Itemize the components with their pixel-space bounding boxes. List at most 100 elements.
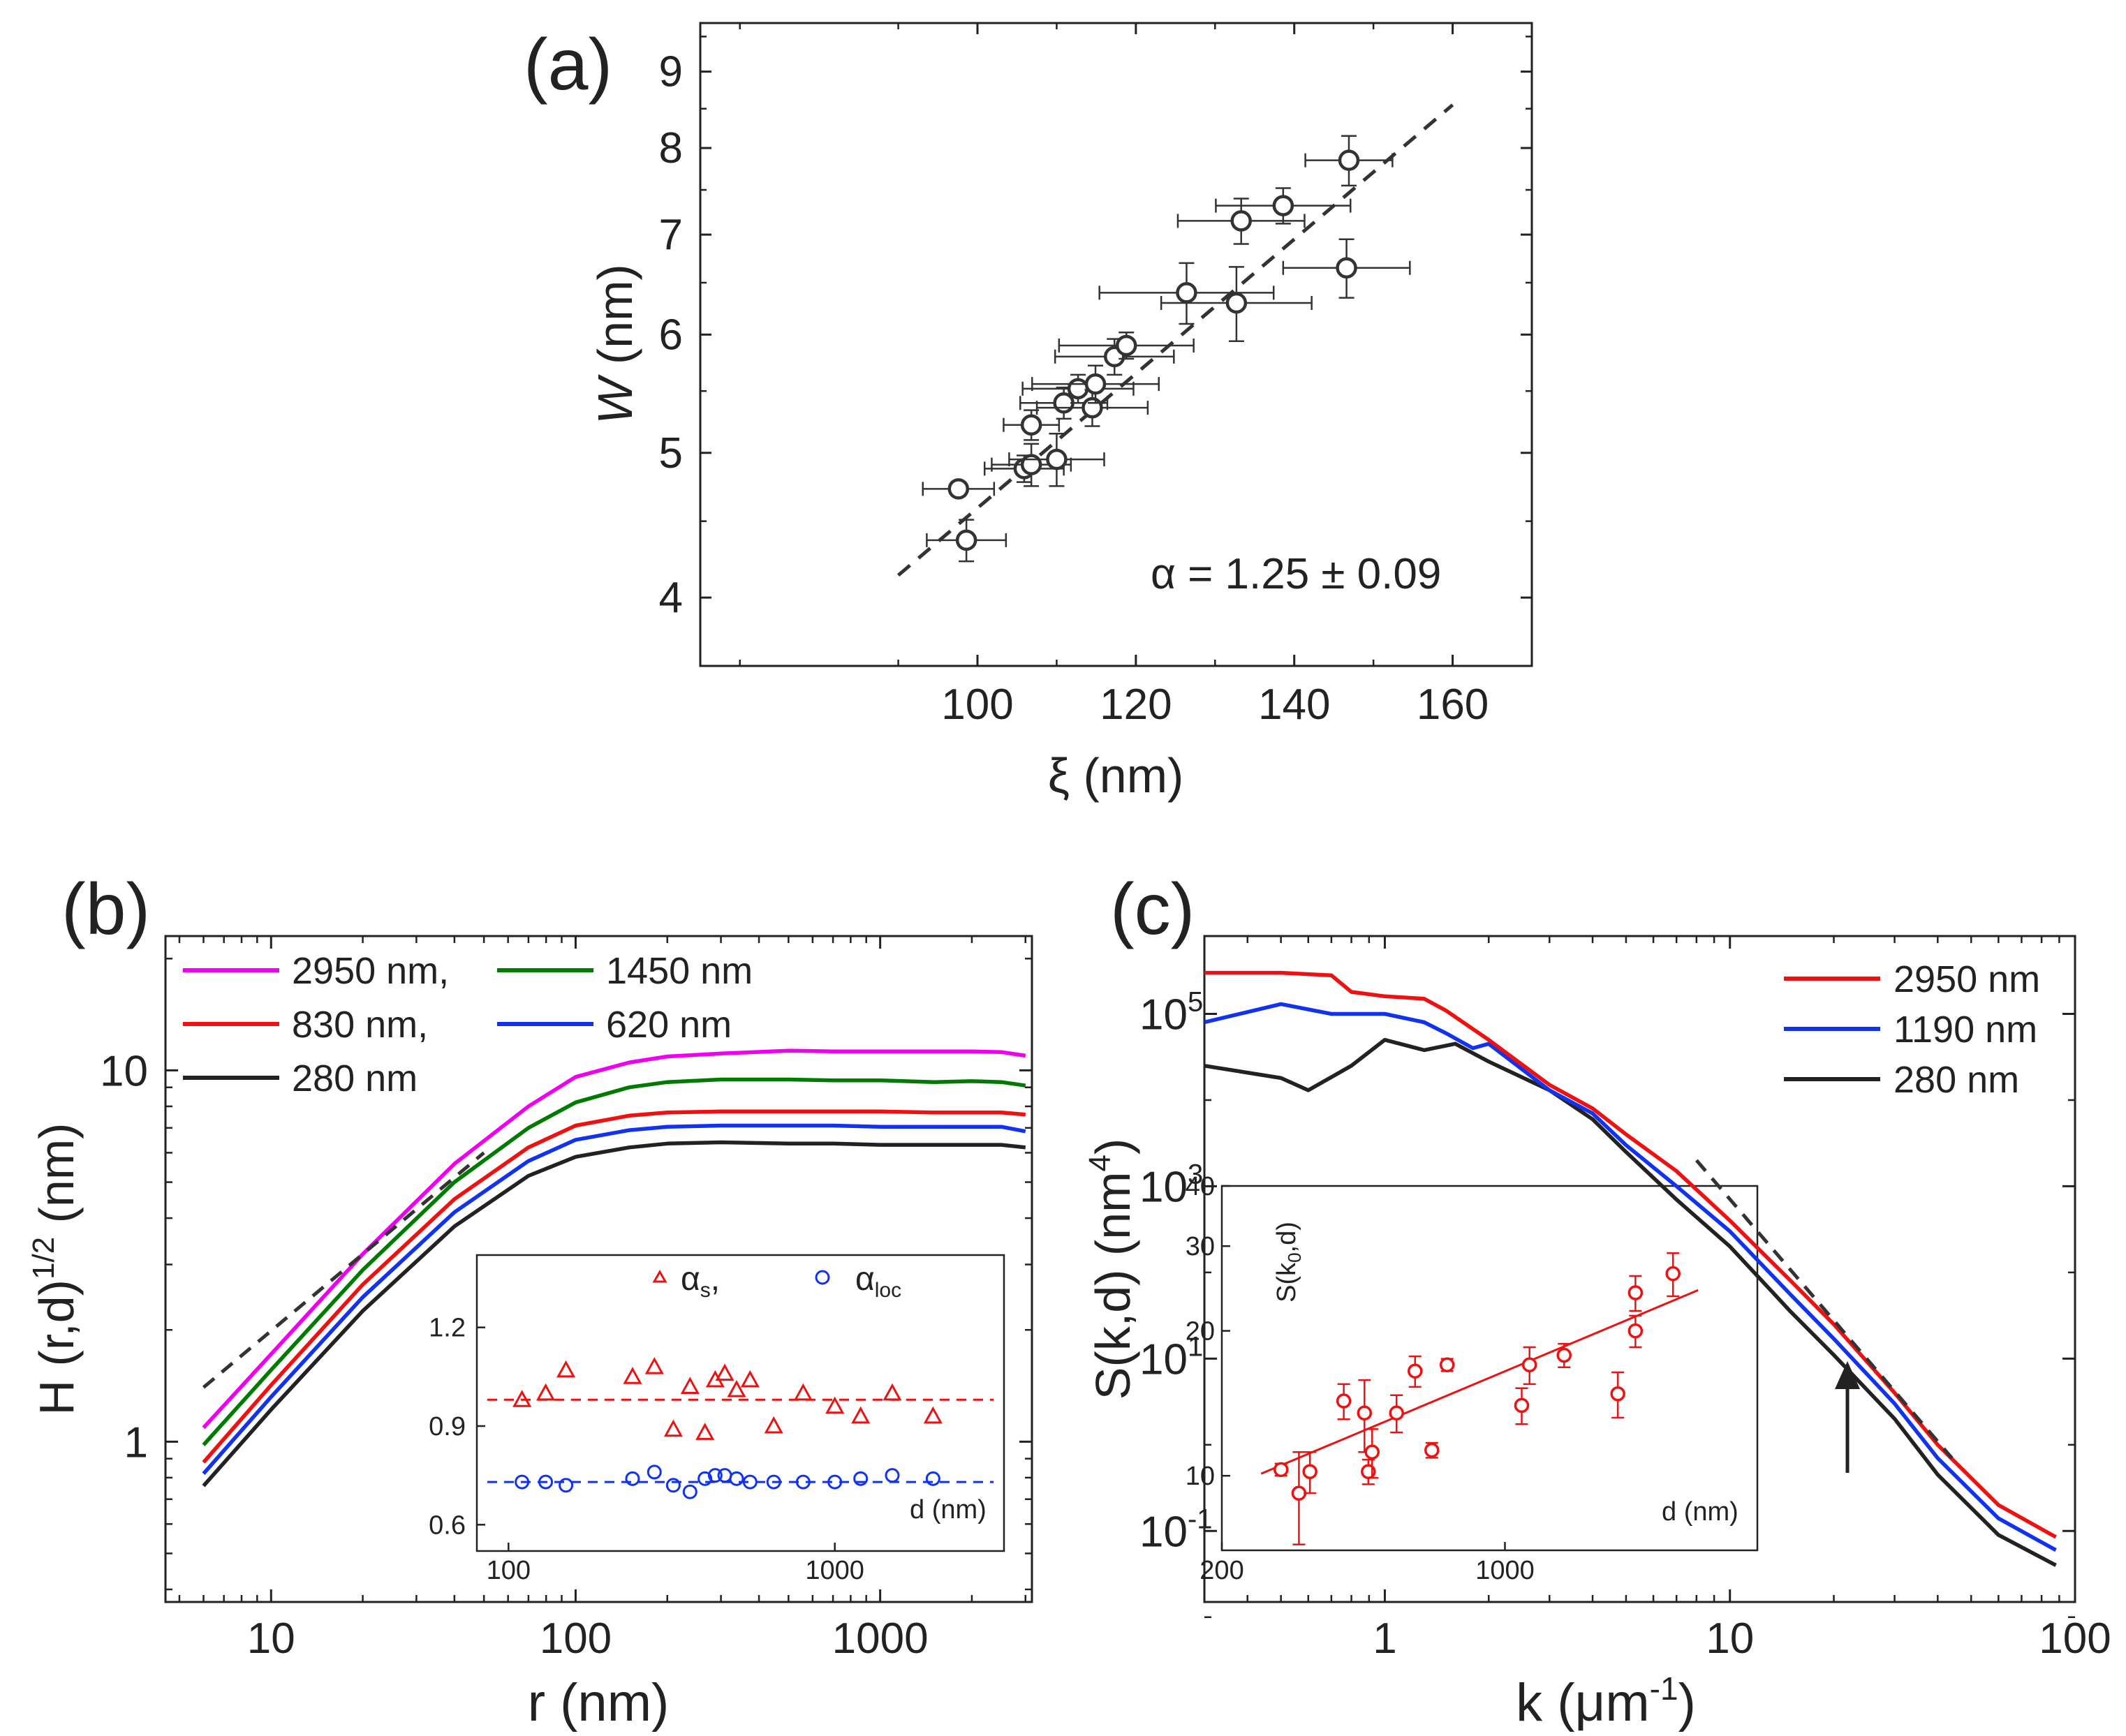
panel-a-frame — [699, 22, 1533, 667]
data-marker — [1053, 392, 1075, 414]
legend-label-280: 280 nm — [1894, 1059, 2019, 1101]
panel-a-points — [922, 135, 1411, 563]
circle-marker — [697, 1471, 713, 1486]
y-tick-label: 6 — [659, 311, 683, 359]
circle-marker — [665, 1478, 681, 1493]
svg-text:S(k0,d): S(k0,d) — [1272, 1222, 1305, 1303]
triangle-marker — [556, 1360, 576, 1378]
panel-a-label: (a) — [524, 24, 612, 105]
triangle-marker — [512, 1390, 532, 1407]
inset-marker — [1357, 1405, 1373, 1421]
series-line — [1204, 1002, 2057, 1552]
circle-marker — [647, 1464, 662, 1480]
y-tick-label: 10 — [100, 1047, 148, 1095]
data-point — [1215, 187, 1352, 225]
panel-c-y-ticks: 105 103 101 10-1 — [1139, 986, 2075, 1618]
panel-c-inset-data — [1260, 1252, 1699, 1545]
x-tick-label: 160 — [1417, 681, 1489, 729]
panel-b: (b) 10 100 1000 1 10 r (nm) H (r,d)1/2 (nm)… — [27, 869, 1033, 1733]
panel-b-inset-frame — [475, 1254, 1005, 1552]
circle-marker — [729, 1471, 744, 1486]
panel-c-inset-x-label: d (nm) — [1662, 1497, 1739, 1527]
circle-marker — [885, 1468, 900, 1483]
inset-legend-alpha-s: αs, — [681, 1261, 720, 1302]
inset-data-point — [1610, 1371, 1625, 1419]
panel-c-x-label: k (μm-1) — [1516, 1670, 1696, 1733]
panel-c-y-label: S(k,d) (nm4) — [1083, 1138, 1140, 1400]
y-tick-label: 7 — [659, 211, 683, 259]
inset-marker — [1408, 1363, 1423, 1379]
panel-c-curves — [1204, 970, 2057, 1567]
inset-marker — [1665, 1266, 1681, 1282]
triangle-marker — [663, 1419, 683, 1437]
circle-marker — [766, 1474, 781, 1490]
series-line — [202, 1109, 1026, 1464]
y-tick-label: 10-1 — [1139, 1504, 1213, 1556]
panel-b-legend: 2950 nm, 1450 nm 830 nm, 620 nm 280 nm — [183, 950, 753, 1099]
legend-label-830: 830 nm, — [292, 1004, 428, 1046]
circle-marker — [795, 1474, 811, 1490]
x-tick-label: 10 — [247, 1615, 295, 1663]
legend-label-2950: 2950 nm, — [292, 950, 449, 992]
circle-marker — [682, 1484, 697, 1499]
data-point — [1021, 373, 1135, 404]
data-marker — [955, 529, 977, 551]
inset-marker — [1627, 1323, 1644, 1339]
inset-marker — [1514, 1397, 1530, 1414]
triangle-marker — [695, 1423, 715, 1440]
panel-b-y-label: H (r,d)1/2 (nm) — [27, 1123, 84, 1416]
circle-marker — [827, 1474, 843, 1490]
panel-b-inset-ticks: 100 1000 0.6 0.9 1.2 — [429, 1314, 864, 1585]
inset-data-point — [1514, 1387, 1530, 1425]
panel-b-inset: 100 1000 0.6 0.9 1.2 d (nm) αs, αloc — [429, 1254, 1005, 1585]
triangle-marker — [536, 1383, 556, 1401]
panel-b-inset-x-label: d (nm) — [910, 1495, 987, 1524]
reference-dashed-line — [202, 1151, 485, 1389]
panel-c-label: (c) — [1110, 869, 1195, 950]
data-marker — [947, 478, 970, 500]
x-tick-label: 1 — [1373, 1615, 1396, 1663]
panel-b-x-label: r (nm) — [528, 1673, 670, 1733]
inset-marker — [1302, 1464, 1317, 1479]
inset-marker — [1610, 1386, 1625, 1402]
panel-a-y-label: W (nm) — [588, 264, 642, 424]
triangle-marker — [825, 1396, 845, 1414]
inset-data-point — [1424, 1441, 1440, 1459]
triangle-marker — [680, 1377, 700, 1394]
inset-legend-alpha-loc: αloc — [855, 1261, 901, 1302]
data-point — [1098, 262, 1275, 325]
inset-marker — [1556, 1347, 1572, 1363]
series-line — [202, 1077, 1026, 1446]
svg-text:H (r,d)1/2 (nm): H (r,d)1/2 (nm) — [27, 1123, 84, 1416]
panel-b-x-ticks: 10 100 1000 — [178, 936, 1027, 1663]
circle-marker — [538, 1474, 554, 1490]
y-tick-label: 8 — [659, 124, 683, 172]
legend-label-620: 620 nm — [606, 1004, 732, 1046]
reference-dashed-line — [1695, 1159, 1954, 1460]
inset-data-point — [1274, 1462, 1289, 1478]
triangle-marker — [727, 1380, 746, 1397]
data-point — [1304, 135, 1394, 187]
data-point — [922, 478, 996, 500]
triangle-marker — [740, 1370, 760, 1388]
data-marker — [1272, 195, 1294, 216]
panel-b-reference-line — [202, 1151, 485, 1389]
panel-b-inset-legend: αs, αloc — [652, 1261, 901, 1302]
data-marker — [1067, 378, 1089, 400]
inset-data-point — [1364, 1428, 1380, 1479]
panel-c-inset-frame — [1220, 1185, 1759, 1552]
series-line — [1204, 970, 2057, 1539]
svg-text:S(k,d) (nm4): S(k,d) (nm4) — [1083, 1138, 1140, 1400]
y-tick-label: 103 — [1139, 1159, 1203, 1211]
x-tick-label: 120 — [1100, 681, 1172, 729]
panel-c-reference-line — [1695, 1159, 1954, 1460]
inset-fit-line — [1260, 1289, 1699, 1475]
inset-x-tick-label: 200 — [1199, 1556, 1243, 1585]
inset-data-point — [1556, 1342, 1572, 1369]
inset-data-point — [1389, 1394, 1404, 1434]
y-tick-label: 9 — [659, 48, 683, 96]
data-marker — [1084, 373, 1107, 395]
